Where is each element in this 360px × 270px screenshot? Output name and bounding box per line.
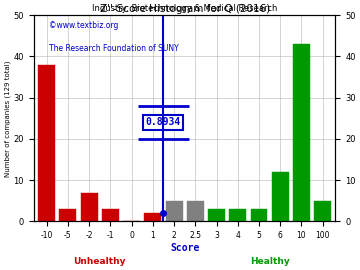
Text: Unhealthy: Unhealthy: [73, 256, 126, 266]
Text: ©www.textbiz.org: ©www.textbiz.org: [49, 21, 118, 31]
Bar: [166, 201, 183, 221]
Text: The Research Foundation of SUNY: The Research Foundation of SUNY: [49, 44, 179, 53]
Bar: [272, 172, 289, 221]
Title: Z''-Score Histogram for Q (2016): Z''-Score Histogram for Q (2016): [99, 5, 270, 15]
Text: Industry: Biotechnology & Medical Research: Industry: Biotechnology & Medical Resear…: [92, 4, 277, 13]
Bar: [251, 209, 267, 221]
Text: Healthy: Healthy: [250, 256, 289, 266]
Text: 0.8934: 0.8934: [146, 117, 181, 127]
Bar: [293, 44, 310, 221]
Bar: [59, 209, 76, 221]
Bar: [102, 209, 119, 221]
Bar: [314, 201, 331, 221]
Bar: [187, 201, 204, 221]
Y-axis label: Number of companies (129 total): Number of companies (129 total): [4, 60, 11, 177]
Bar: [208, 209, 225, 221]
Bar: [229, 209, 246, 221]
Bar: [144, 213, 161, 221]
X-axis label: Score: Score: [170, 243, 199, 253]
Bar: [38, 65, 55, 221]
Bar: [81, 193, 98, 221]
